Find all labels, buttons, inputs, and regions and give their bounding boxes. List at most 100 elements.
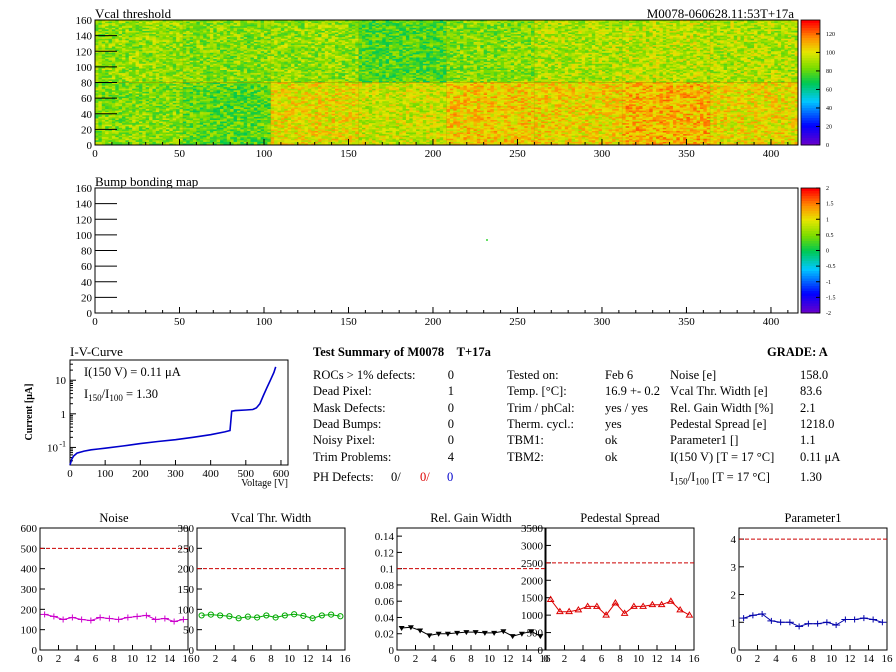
heatmap-cell: [656, 27, 660, 30]
heatmap-cell: [470, 29, 474, 32]
heatmap-cell: [659, 26, 664, 29]
heatmap-cell: [176, 27, 180, 30]
heatmap-cell: [774, 20, 779, 22]
heatmap-cell: [446, 20, 451, 22]
heatmap-cell: [362, 29, 366, 32]
heatmap-cell: [236, 23, 241, 26]
heatmap-cell: [263, 29, 268, 32]
heatmap-cell: [588, 29, 593, 32]
heatmap-cell: [432, 20, 437, 22]
heatmap-cell: [608, 26, 613, 29]
heatmap-cell: [176, 24, 180, 27]
heatmap-cell: [277, 26, 282, 29]
heatmap-cell: [449, 24, 454, 27]
heatmap-cell: [510, 26, 515, 29]
heatmap-cell: [672, 23, 677, 26]
heatmap-cell: [385, 21, 390, 24]
heatmap-cell: [737, 24, 741, 27]
heatmap-cell: [307, 27, 312, 30]
heatmap-cell: [443, 29, 447, 32]
heatmap-cell: [460, 21, 464, 24]
heatmap-cell: [243, 21, 248, 24]
heatmap-cell: [669, 21, 674, 24]
heatmap-cell: [568, 20, 572, 22]
heatmap-cell: [473, 29, 478, 32]
heatmap-cell: [138, 20, 143, 22]
heatmap-cell: [304, 20, 309, 22]
heatmap-cell: [105, 27, 109, 30]
heatmap-cell: [750, 21, 755, 24]
heatmap-cell: [476, 29, 481, 32]
heatmap-cell: [422, 23, 427, 26]
heatmap-cell: [642, 24, 647, 27]
heatmap-cell: [476, 26, 481, 29]
heatmap-cell: [155, 23, 160, 26]
heatmap-cell: [591, 27, 596, 30]
heatmap-cell: [422, 20, 427, 22]
heatmap-cell: [128, 24, 133, 27]
heatmap-cell: [585, 20, 589, 22]
heatmap-cell: [561, 27, 566, 30]
heatmap-cell: [182, 27, 187, 30]
heatmap-cell: [639, 27, 643, 30]
heatmap-cell: [493, 29, 498, 32]
heatmap-cell: [622, 24, 627, 27]
heatmap-cell: [172, 27, 177, 30]
heatmap-cell: [206, 24, 211, 27]
heatmap-cell: [334, 26, 339, 29]
heatmap-cell: [372, 21, 376, 24]
heatmap-cell: [669, 24, 674, 27]
heatmap-cell: [135, 26, 140, 29]
heatmap-cell: [250, 23, 255, 26]
heatmap-cell: [645, 21, 650, 24]
heatmap-cell: [291, 20, 295, 22]
heatmap-cell: [527, 23, 532, 26]
heatmap-cell: [774, 24, 779, 27]
heatmap-cell: [199, 27, 204, 30]
heatmap-cell: [649, 29, 654, 32]
heatmap-cell: [635, 29, 640, 32]
heatmap-cell: [696, 23, 701, 26]
heatmap-cell: [716, 24, 721, 27]
heatmap-cell: [142, 21, 147, 24]
heatmap-cell: [216, 26, 221, 29]
heatmap-cell: [95, 26, 99, 29]
heatmap-cell: [666, 21, 670, 24]
heatmap-cell: [149, 26, 153, 29]
heatmap-cell: [659, 20, 664, 22]
heatmap-cell: [331, 26, 336, 29]
heatmap-cell: [304, 21, 309, 24]
heatmap-cell: [142, 24, 147, 27]
heatmap-cell: [493, 20, 498, 22]
heatmap-cell: [186, 20, 191, 22]
heatmap-cell: [321, 29, 326, 32]
heatmap-cell: [118, 23, 123, 26]
heatmap-cell: [574, 29, 579, 32]
heatmap-cell: [727, 29, 731, 32]
heatmap-cell: [439, 27, 444, 30]
heatmap-cell: [348, 26, 353, 29]
heatmap-cell: [781, 27, 785, 30]
heatmap-cell: [193, 26, 197, 29]
heatmap-cell: [243, 29, 248, 32]
heatmap-cell: [105, 24, 109, 27]
heatmap-cell: [209, 20, 214, 22]
heatmap-cell: [230, 23, 234, 26]
heatmap-cell: [662, 20, 667, 22]
heatmap-cell: [176, 29, 180, 32]
heatmap-cell: [483, 26, 488, 29]
heatmap-cell: [203, 20, 207, 22]
heatmap-cell: [324, 29, 329, 32]
heatmap-cell: [632, 21, 637, 24]
heatmap-cell: [277, 27, 282, 30]
heatmap-cell: [547, 27, 552, 30]
heatmap-cell: [402, 20, 407, 22]
heatmap-cell: [348, 21, 353, 24]
heatmap-cell: [571, 20, 576, 22]
heatmap-cell: [706, 24, 711, 27]
heatmap-cell: [409, 29, 414, 32]
heatmap-cell: [693, 26, 698, 29]
heatmap-cell: [233, 23, 238, 26]
heatmap-cell: [517, 26, 522, 29]
heatmap-cell: [223, 24, 228, 27]
